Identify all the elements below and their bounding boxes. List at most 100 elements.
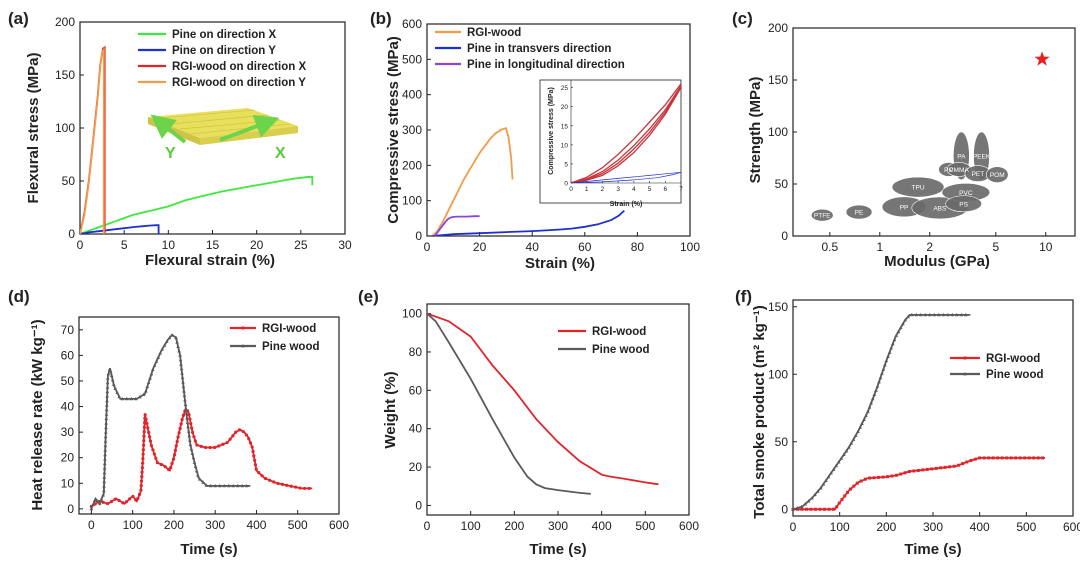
data-point-f-0 bbox=[809, 507, 813, 511]
data-point-d-0 bbox=[251, 449, 255, 454]
inset-series-line-3 bbox=[571, 86, 681, 183]
inset-y-tick-label: 5 bbox=[564, 161, 568, 168]
data-point-d-1 bbox=[106, 376, 110, 380]
data-point-f-0 bbox=[925, 467, 929, 471]
data-point-f-0 bbox=[978, 456, 982, 460]
ylabel-b: Compressive stress (MPa) bbox=[385, 36, 402, 224]
data-point-d-1 bbox=[188, 442, 193, 447]
data-point-d-0 bbox=[143, 413, 147, 417]
data-point-f-1 bbox=[799, 504, 804, 509]
material-label-pmma: PMMA bbox=[949, 167, 969, 174]
y-tick-label: 600 bbox=[402, 17, 422, 31]
data-point-d-1 bbox=[110, 378, 115, 382]
data-point-f-1 bbox=[896, 329, 901, 334]
data-point-d-1 bbox=[181, 384, 186, 389]
data-point-f-0 bbox=[843, 494, 847, 498]
data-point-d-0 bbox=[145, 421, 149, 426]
data-point-f-1 bbox=[853, 433, 858, 437]
data-point-d-1 bbox=[208, 483, 213, 488]
inset-y-tick-label: 20 bbox=[561, 104, 569, 111]
data-point-d-0 bbox=[228, 437, 232, 441]
data-point-f-0 bbox=[1023, 456, 1027, 460]
data-point-d-0 bbox=[174, 444, 178, 448]
data-point-f-1 bbox=[903, 318, 908, 322]
inset-series-line-1 bbox=[571, 87, 681, 183]
data-point-d-1 bbox=[103, 443, 108, 448]
data-point-f-0 bbox=[952, 464, 956, 468]
data-point-d-1 bbox=[111, 382, 116, 386]
data-point-d-0 bbox=[285, 483, 289, 487]
data-point-d-1 bbox=[146, 380, 151, 384]
inset-y-tick-label: 15 bbox=[561, 123, 569, 130]
data-point-d-0 bbox=[189, 421, 193, 426]
data-point-d-1 bbox=[185, 420, 190, 424]
data-point-d-1 bbox=[193, 464, 198, 469]
axis-x-annotation: X bbox=[275, 145, 286, 162]
data-point-f-0 bbox=[956, 463, 960, 467]
y-tick-label: 20 bbox=[409, 460, 423, 474]
data-point-d-0 bbox=[176, 435, 180, 439]
inset-y-tick-label: 10 bbox=[561, 142, 569, 149]
x-tick-label: 80 bbox=[631, 240, 645, 254]
material-label-pe: PE bbox=[855, 210, 864, 217]
y-tick-label: 60 bbox=[61, 348, 75, 362]
ylabel-a: Flexural stress (MPa) bbox=[25, 53, 42, 204]
data-point-f-0 bbox=[934, 466, 938, 470]
material-label-pa: PA bbox=[957, 153, 966, 160]
data-point-d-1 bbox=[226, 483, 231, 488]
data-point-d-0 bbox=[152, 452, 156, 456]
arrow-y-icon bbox=[150, 114, 187, 144]
data-point-d-0 bbox=[142, 430, 146, 434]
data-point-f-1 bbox=[887, 350, 892, 354]
data-point-d-0 bbox=[231, 434, 235, 438]
data-point-f-0 bbox=[996, 456, 1000, 460]
data-point-d-1 bbox=[105, 403, 109, 407]
data-point-d-0 bbox=[190, 426, 194, 430]
data-point-f-1 bbox=[869, 401, 873, 405]
xlabel-d: Time (s) bbox=[180, 541, 237, 558]
data-point-d-0 bbox=[140, 475, 144, 479]
data-point-d-1 bbox=[231, 483, 236, 488]
data-point-d-1 bbox=[196, 473, 200, 477]
data-point-f-0 bbox=[969, 458, 973, 462]
data-point-d-0 bbox=[144, 417, 148, 421]
panel-label-e: (e) bbox=[358, 287, 379, 306]
series-line-a-1 bbox=[80, 224, 160, 234]
x-tick-label: 100 bbox=[830, 520, 850, 534]
data-point-d-1 bbox=[174, 335, 178, 340]
x-tick-label: 25 bbox=[294, 238, 308, 252]
data-point-d-1 bbox=[125, 396, 129, 401]
legend-label-a-3: RGI-wood on direction Y bbox=[172, 77, 306, 89]
data-point-d-0 bbox=[136, 496, 140, 501]
data-point-f-1 bbox=[881, 367, 886, 371]
panel-label-f: (f) bbox=[735, 287, 752, 306]
data-point-d-0 bbox=[179, 422, 183, 426]
data-point-d-0 bbox=[105, 502, 110, 506]
data-point-f-0 bbox=[965, 460, 969, 464]
plot-frame-d bbox=[78, 316, 340, 515]
axis-y-annotation: Y bbox=[165, 145, 176, 162]
data-point-d-0 bbox=[163, 465, 167, 469]
series-line-e-1 bbox=[427, 312, 591, 495]
data-point-f-1 bbox=[889, 346, 893, 350]
data-point-d-1 bbox=[91, 502, 95, 507]
legend-marker-f-0 bbox=[963, 356, 967, 360]
data-point-f-0 bbox=[840, 497, 844, 501]
data-point-d-0 bbox=[101, 500, 105, 504]
series-line-e-0 bbox=[427, 312, 659, 486]
inset-series-line-4 bbox=[571, 171, 681, 183]
panel-b: (b) Strain (%) Compressive stress (MPa) … bbox=[370, 9, 700, 272]
x-tick-label: 600 bbox=[1063, 520, 1080, 534]
y-tick-label: 150 bbox=[768, 300, 788, 314]
data-point-f-1 bbox=[892, 337, 897, 342]
data-point-d-1 bbox=[194, 468, 199, 473]
y-tick-label: 0 bbox=[781, 229, 788, 243]
data-point-d-0 bbox=[199, 444, 203, 448]
data-point-f-1 bbox=[894, 333, 898, 337]
y-tick-label: 100 bbox=[768, 125, 788, 139]
data-point-f-0 bbox=[800, 507, 804, 511]
data-point-d-1 bbox=[108, 369, 113, 373]
data-point-d-1 bbox=[178, 353, 182, 357]
data-point-d-1 bbox=[141, 392, 146, 397]
data-point-d-1 bbox=[104, 407, 109, 412]
